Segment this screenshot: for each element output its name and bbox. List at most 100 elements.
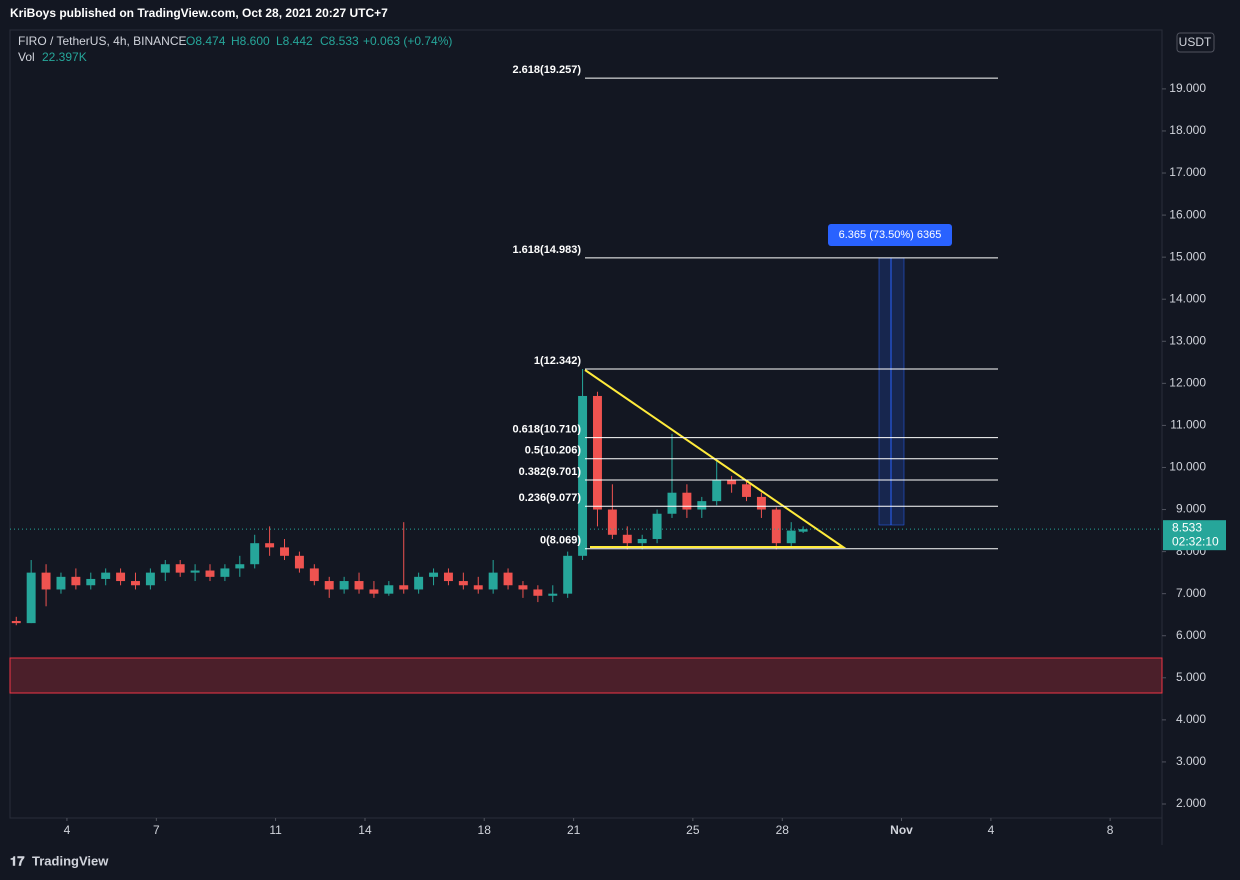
candle-body [414, 576, 424, 590]
brand-logo: 𝟏𝟕 [10, 853, 25, 868]
last-price-label: 8.533 [1172, 520, 1202, 534]
candle-body [86, 578, 96, 586]
candle-body [354, 581, 364, 590]
candle-body [727, 480, 737, 485]
legend-close: C8.533 [320, 34, 359, 48]
y-tick-label: 19.000 [1169, 81, 1206, 95]
candle-body [71, 576, 81, 586]
candle-body [220, 568, 230, 577]
volume-title: Vol [18, 50, 35, 64]
candle-body [667, 492, 677, 514]
y-tick-label: 17.000 [1169, 165, 1206, 179]
candle-body [369, 589, 379, 594]
x-tick-label: 4 [988, 823, 995, 837]
candle-body [578, 395, 588, 556]
fib-label: 2.618(19.257) [513, 64, 582, 76]
x-tick-label: 4 [64, 823, 71, 837]
candle-body [622, 534, 632, 544]
candle-body [116, 572, 126, 582]
fib-label: 0(8.069) [540, 535, 581, 547]
candle-body [294, 555, 304, 569]
countdown: 02:32:10 [1172, 534, 1219, 548]
candle-body [384, 585, 394, 594]
candle-body [309, 568, 319, 582]
candle-body [131, 581, 140, 586]
candle-body [637, 538, 647, 544]
currency-box[interactable] [1176, 32, 1215, 53]
candle-body [324, 581, 334, 590]
y-tick-label: 3.000 [1176, 754, 1206, 768]
y-tick-label: 12.000 [1169, 376, 1206, 390]
y-tick-label: 9.000 [1176, 502, 1206, 516]
candle-body [429, 572, 439, 577]
candle-body [458, 581, 468, 586]
candle-body [712, 480, 722, 502]
y-tick-label: 16.000 [1169, 207, 1206, 221]
publisher-line: KriBoys published on TradingView.com, Oc… [10, 6, 388, 20]
y-tick-label: 6.000 [1176, 628, 1206, 642]
candle-body [339, 581, 349, 590]
y-tick-label: 14.000 [1169, 291, 1206, 305]
y-tick-label: 2.000 [1176, 796, 1206, 810]
candle-body [265, 543, 275, 548]
symbol: FIRO / TetherUS, 4h, BINANCE [18, 34, 187, 48]
fib-label: 0.618(10.710) [513, 424, 582, 436]
candle-body [11, 621, 21, 624]
candle-body [101, 572, 111, 579]
last-price-box [1163, 520, 1226, 551]
measure-label-box [828, 224, 952, 246]
y-tick-label: 10.000 [1169, 460, 1206, 474]
candle-body [593, 395, 602, 510]
candle-body [280, 547, 289, 556]
x-tick-label: 18 [478, 823, 492, 837]
candle-body [145, 572, 155, 586]
candle-body [250, 543, 260, 565]
candle-body [533, 589, 543, 596]
x-tick-label: 21 [567, 823, 581, 837]
candle-body [160, 564, 170, 573]
y-tick-label: 18.000 [1169, 123, 1206, 137]
candle-body [548, 593, 558, 596]
candle-body [563, 555, 573, 594]
y-tick-label: 5.000 [1176, 670, 1206, 684]
y-tick-label: 15.000 [1169, 249, 1206, 263]
fib-label: 0.236(9.077) [519, 492, 582, 504]
candle-body [26, 572, 36, 624]
measure-label: 6.365 (73.50%) 6365 [839, 229, 942, 241]
candle-body [607, 509, 617, 535]
legend-change: +0.063 (+0.74%) [363, 34, 452, 48]
x-tick-label: 14 [358, 823, 372, 837]
candle-body [786, 530, 796, 544]
candles [11, 368, 808, 626]
legend-high: H8.600 [231, 34, 270, 48]
x-tick-label: 8 [1107, 823, 1114, 837]
fib-label: 0.5(10.206) [525, 445, 582, 457]
candle-body [399, 585, 409, 590]
candle-body [205, 570, 215, 577]
candle-body [190, 570, 200, 573]
candle-body [771, 509, 781, 544]
candle-body [798, 529, 808, 532]
y-tick-label: 7.000 [1176, 586, 1206, 600]
fib-label: 1(12.342) [534, 355, 581, 367]
y-tick-label: 4.000 [1176, 712, 1206, 726]
candle-body [443, 572, 453, 582]
brand: TradingView [32, 853, 109, 868]
candle-body [41, 572, 51, 590]
support-zone [9, 657, 1163, 694]
currency[interactable]: USDT [1179, 35, 1212, 49]
x-tick-label: Nov [890, 823, 913, 837]
x-tick-label: 11 [269, 823, 282, 837]
candle-body [756, 496, 766, 510]
y-tick-label: 11.000 [1170, 418, 1206, 432]
volume-value: 22.397K [42, 50, 87, 64]
candle-body [235, 564, 245, 569]
candle-body [742, 484, 751, 497]
legend-low: L8.442 [276, 34, 313, 48]
candle-body [652, 513, 662, 539]
candle-body [682, 492, 692, 510]
candle-body [503, 572, 513, 586]
candle-body [175, 564, 185, 573]
